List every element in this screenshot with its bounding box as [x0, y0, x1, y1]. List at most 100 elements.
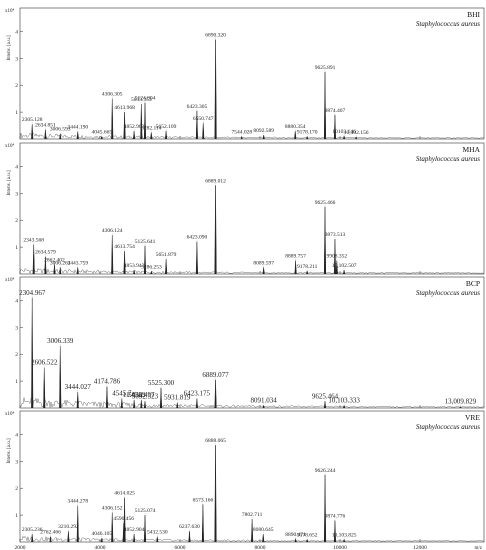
peak-label: 8880.354: [285, 124, 306, 130]
peak-label: 9178.211: [297, 264, 318, 270]
y-tick-label: 1: [15, 513, 18, 519]
peak-label: 2606.522: [31, 359, 58, 367]
y-tick-label: 3: [15, 56, 18, 62]
peak-mark: [176, 402, 179, 409]
peak-mark: [123, 112, 126, 140]
peak-label: 5124.804: [135, 96, 156, 102]
peak-mark: [31, 533, 34, 543]
peak-label: 4613.754: [114, 244, 135, 250]
peak-mark: [150, 270, 153, 275]
peak-mark: [195, 241, 198, 275]
peak-mark: [333, 114, 337, 140]
peak-mark: [262, 267, 265, 275]
peak-mark: [323, 401, 327, 409]
peak-mark: [306, 135, 309, 140]
peak-label: 9873.513: [325, 232, 346, 238]
peak-label: 3444.027: [65, 383, 92, 391]
peak-mark: [333, 520, 337, 543]
peak-mark: [143, 102, 147, 140]
peak-label: 8889.757: [285, 254, 306, 260]
peak-label: 10103.146: [332, 129, 356, 135]
panel-subtitle: Staphylococcus aureus: [416, 20, 480, 28]
peak-label: 4613.968: [114, 105, 135, 111]
y-tick-label: 4: [15, 298, 18, 304]
peak-label: 8080.645: [253, 527, 274, 533]
peak-mark: [240, 135, 243, 140]
peak-mark: [165, 130, 168, 140]
y-axis-label: Intens. [a.u.]: [7, 438, 12, 464]
peak-mark: [262, 533, 265, 543]
peak-label: 5652.109: [156, 124, 177, 130]
y-tick-label: 3: [15, 459, 18, 465]
peak-label: 4590.456: [113, 516, 134, 522]
peak-label: 3443.759: [67, 260, 88, 266]
peak-mark: [343, 538, 346, 543]
peak-mark: [156, 536, 159, 543]
peak-mark: [143, 515, 147, 543]
peak-label: 2305.128: [22, 117, 43, 123]
peak-mark: [335, 260, 338, 275]
y-exponent: x10⁴: [5, 411, 15, 417]
peak-label: 6237.630: [179, 524, 200, 530]
peak-label: 9908.352: [327, 254, 348, 260]
panel-subtitle: Staphylococcus aureus: [416, 423, 480, 431]
peak-mark: [133, 399, 136, 409]
x-axis-label: m/z: [475, 546, 483, 550]
peak-mark: [294, 260, 297, 275]
x-tick-label: 2000: [15, 545, 26, 550]
peak-label: 9874.776: [325, 513, 346, 519]
y-tick-label: 2: [15, 218, 18, 224]
peak-label: 9625.891: [315, 65, 336, 71]
peak-label: 3444.278: [67, 499, 88, 505]
y-tick-label: 2: [15, 83, 18, 89]
peak-mark: [140, 399, 143, 409]
peak-mark: [133, 533, 136, 543]
peak-label: 2304.967: [19, 289, 46, 297]
peak-mark: [120, 398, 123, 409]
peak-label: 2305.236: [22, 527, 43, 533]
panel-subtitle: Staphylococcus aureus: [416, 155, 480, 163]
panel-title: MHA: [462, 145, 480, 154]
x-tick-label: 12000: [413, 545, 427, 550]
y-exponent: x10⁴: [5, 8, 15, 14]
peak-mark: [333, 239, 337, 275]
peak-label: 9178.652: [297, 532, 318, 538]
peak-label: 7802.711: [242, 512, 263, 518]
peak-mark: [133, 130, 136, 140]
peak-mark: [143, 401, 147, 409]
panel-title: BHI: [467, 10, 480, 19]
peak-label: 4306.152: [102, 505, 123, 511]
baseline-trace: [19, 397, 485, 408]
peak-mark: [459, 406, 462, 409]
peak-label: 6550.747: [193, 116, 214, 122]
peak-mark: [294, 538, 297, 543]
peak-mark: [76, 131, 79, 140]
baseline-trace: [19, 267, 484, 274]
baseline-trace: [19, 132, 485, 139]
panel-title: VRE: [465, 413, 480, 422]
peak-label: 5125.074: [135, 508, 156, 514]
peak-mark: [214, 445, 217, 543]
peak-mark: [59, 133, 62, 140]
peak-mark: [100, 537, 103, 543]
peak-label: 4614.025: [114, 491, 135, 497]
x-tick-label: 6000: [175, 545, 186, 550]
peak-label: 4545.7: [112, 390, 132, 398]
peak-label: 10,103.333: [328, 396, 360, 404]
peak-label: 2343.568: [23, 237, 44, 243]
peak-mark: [111, 235, 114, 275]
panel-frame: [19, 142, 485, 275]
peak-mark: [159, 387, 163, 409]
panel-frame: [19, 7, 485, 140]
peak-mark: [201, 504, 204, 543]
peak-label: 3006.262: [50, 260, 71, 266]
peak-label: 8089.597: [253, 260, 274, 266]
peak-label: 3006.593: [50, 127, 71, 133]
peak-mark: [343, 135, 346, 140]
peak-mark: [323, 474, 327, 543]
peak-mark: [343, 269, 346, 275]
peak-label: 7544.028: [231, 129, 252, 135]
peak-mark: [67, 531, 70, 543]
